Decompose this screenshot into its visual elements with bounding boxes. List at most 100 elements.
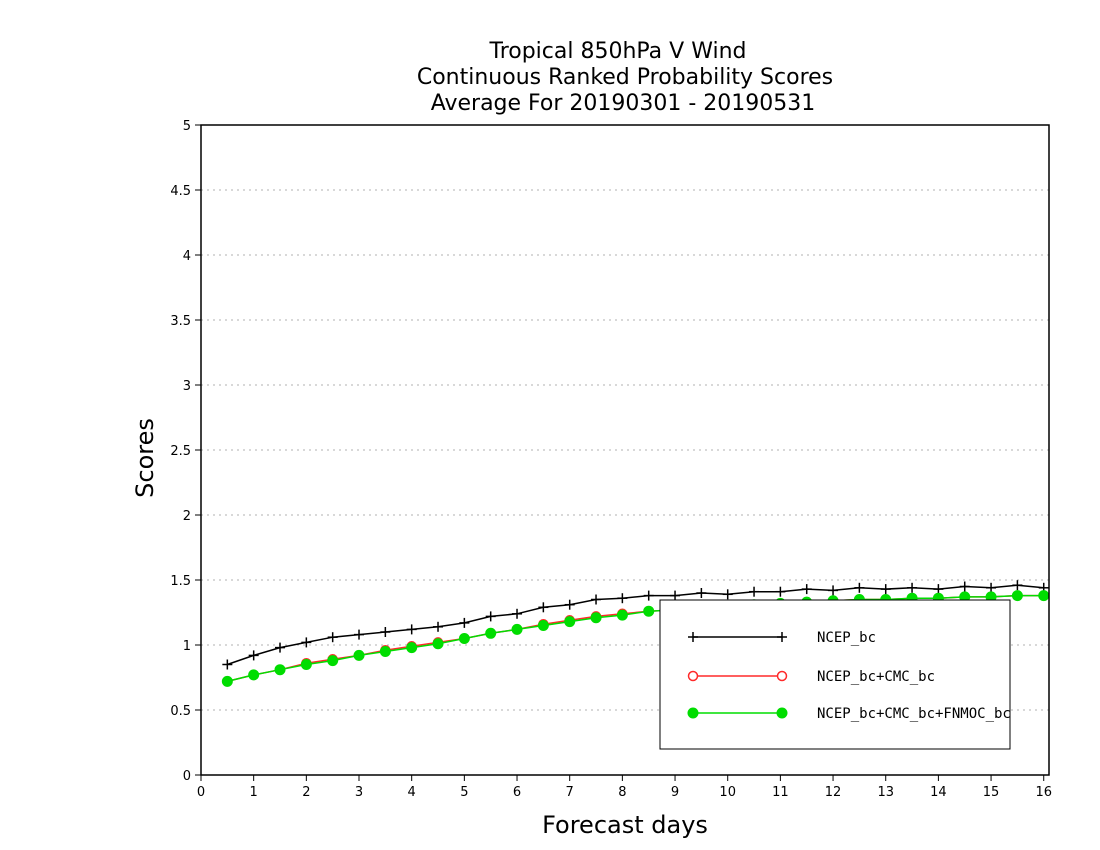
series-2-point-13 xyxy=(564,616,576,628)
series-0-point-2 xyxy=(275,642,286,653)
legend: NCEP_bc NCEP_bc+CMC_bc NCEP_bc+CMC_bc+FNMO… xyxy=(659,599,1011,750)
series-0-point-18 xyxy=(696,588,707,598)
y-tick-label-3: 1.5 xyxy=(170,574,191,589)
legend-marker-end-1 xyxy=(776,670,788,682)
legend-marker-end-2 xyxy=(776,707,788,719)
series-2-point-30 xyxy=(1011,590,1023,602)
legend-label-1: NCEP_bc+CMC_bc xyxy=(817,669,935,685)
x-tick-label-9: 9 xyxy=(671,785,679,800)
y-tick-label-0: 0 xyxy=(183,769,191,784)
y-tick-label-2: 1 xyxy=(183,639,191,654)
series-2-point-3 xyxy=(300,659,312,670)
x-tick-label-14: 14 xyxy=(930,785,947,800)
legend-marker-start-2 xyxy=(687,707,699,719)
series-2-point-16 xyxy=(643,605,655,617)
legend-marker-start-0 xyxy=(688,632,698,642)
series-0-point-1 xyxy=(248,650,259,661)
chart-title-line-3: Average For 20190301 - 20190531 xyxy=(431,91,816,116)
series-0-point-14 xyxy=(591,594,602,605)
y-tick-label-1: 0.5 xyxy=(170,704,191,719)
series-0-point-9 xyxy=(459,617,470,628)
series-2-point-14 xyxy=(590,612,602,624)
series-2-point-2 xyxy=(274,664,286,676)
series-0-point-5 xyxy=(354,629,365,640)
y-tick-label-7: 3.5 xyxy=(170,314,191,329)
chart-title-line-2: Continuous Ranked Probability Scores xyxy=(417,65,833,90)
x-tick-label-7: 7 xyxy=(566,785,574,800)
series-2-point-1 xyxy=(248,669,260,681)
x-tick-label-1: 1 xyxy=(250,785,258,800)
legend-item-1: NCEP_bc+CMC_bc xyxy=(687,669,935,685)
legend-marker-end-0 xyxy=(777,632,787,642)
x-tick-label-4: 4 xyxy=(408,785,416,800)
series-2-point-11 xyxy=(511,623,523,635)
series-2-point-15 xyxy=(616,609,628,621)
series-2-point-10 xyxy=(485,627,497,639)
x-tick-label-8: 8 xyxy=(618,785,626,800)
y-tick-label-6: 3 xyxy=(183,379,191,394)
x-tick-label-11: 11 xyxy=(772,785,789,800)
legend-marker-start-1 xyxy=(687,670,699,682)
series-0-point-17 xyxy=(670,590,681,601)
series-2-point-5 xyxy=(353,649,365,661)
series-0-point-20 xyxy=(749,586,760,597)
series-0-point-3 xyxy=(301,637,312,648)
series-0-point-22 xyxy=(801,584,812,595)
series-0 xyxy=(222,580,1049,670)
series-0-point-7 xyxy=(406,624,417,635)
series-2-point-9 xyxy=(458,633,470,644)
series-0-point-12 xyxy=(538,602,549,613)
series-0-point-24 xyxy=(854,582,865,593)
legend-label-0: NCEP_bc xyxy=(817,630,876,646)
series-2-point-12 xyxy=(537,620,549,631)
series-0-point-11 xyxy=(512,608,523,619)
legend-label-2: NCEP_bc+CMC_bc+FNMOC_bc xyxy=(817,706,1011,722)
x-tick-label-15: 15 xyxy=(983,785,1000,800)
series-0-point-4 xyxy=(327,632,338,643)
series-0-point-28 xyxy=(959,581,970,592)
series-0-point-8 xyxy=(433,621,444,632)
series-0-point-29 xyxy=(986,582,997,593)
y-tick-label-10: 5 xyxy=(183,119,191,134)
series-2-point-6 xyxy=(379,646,391,657)
series-2-point-8 xyxy=(432,638,444,650)
y-tick-label-5: 2.5 xyxy=(170,444,191,459)
series-0-point-25 xyxy=(880,584,891,595)
x-axis-title: Forecast days xyxy=(542,811,708,839)
x-tick-label-13: 13 xyxy=(877,785,894,800)
y-tick-label-4: 2 xyxy=(183,509,191,524)
series-2-point-0 xyxy=(221,675,233,687)
axis-ticks: 00.511.522.533.544.550 1 2 3 4 5 6 7 8 9 10 11 12 13 1… xyxy=(170,119,1052,800)
series-0-point-27 xyxy=(933,584,944,595)
y-axis-title: Scores xyxy=(131,418,159,498)
series-0-point-30 xyxy=(1012,580,1023,591)
legend-item-0: NCEP_bc xyxy=(688,630,876,646)
series-0-point-19 xyxy=(722,589,733,600)
x-tick-label-16: 16 xyxy=(1035,785,1052,800)
y-tick-label-9: 4.5 xyxy=(170,184,191,199)
chart-title-line-1: Tropical 850hPa V Wind xyxy=(488,39,746,64)
series-0-point-21 xyxy=(775,586,786,597)
x-tick-label-3: 3 xyxy=(355,785,363,800)
series-0-point-13 xyxy=(564,599,575,610)
series-0-point-26 xyxy=(907,582,918,593)
y-tick-label-8: 4 xyxy=(183,249,191,264)
series-2-point-31 xyxy=(1038,590,1050,602)
x-tick-label-2: 2 xyxy=(302,785,310,800)
x-tick-label-0: 0 xyxy=(197,785,205,800)
x-tick-label-5: 5 xyxy=(460,785,468,800)
x-tick-label-12: 12 xyxy=(825,785,842,800)
series-0-point-16 xyxy=(643,590,654,601)
series-0-point-15 xyxy=(617,593,628,604)
legend-box xyxy=(659,599,1011,750)
series-2-point-7 xyxy=(406,642,418,654)
series-0-point-10 xyxy=(485,611,496,622)
series-2-point-4 xyxy=(327,655,339,667)
x-tick-label-10: 10 xyxy=(719,785,736,800)
series-0-point-6 xyxy=(380,627,391,637)
series-0-point-23 xyxy=(828,585,839,596)
legend-item-2: NCEP_bc+CMC_bc+FNMOC_bc xyxy=(687,706,1011,722)
x-tick-label-6: 6 xyxy=(513,785,521,800)
series-0-point-0 xyxy=(222,659,233,670)
